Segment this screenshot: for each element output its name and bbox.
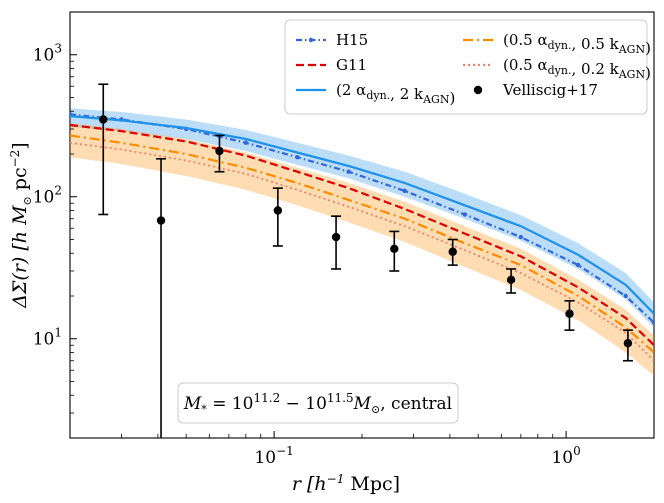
h15-marker-7 xyxy=(462,212,468,217)
legend-label-2: (2 αdyn., 2 kAGN) xyxy=(336,81,455,107)
legend-label-points: Velliscig+17 xyxy=(502,81,598,99)
legend-label-4: (0.5 αdyn., 0.2 kAGN) xyxy=(503,56,651,82)
band-2 xyxy=(70,108,654,328)
bands-layer xyxy=(70,108,654,376)
series-line-4 xyxy=(70,141,654,362)
points-layer xyxy=(98,83,633,438)
y-tick-label-1: 102 xyxy=(33,184,62,208)
data-point-5 xyxy=(390,244,399,253)
ticks-layer xyxy=(69,11,655,439)
y-tick-label-0: 101 xyxy=(33,326,62,350)
data-point-4 xyxy=(331,232,341,242)
data-point-0 xyxy=(99,115,108,124)
y-tick-label-2: 103 xyxy=(33,42,62,66)
y-axis-title: ΔΣ(r) [h M⊙ pc−2] xyxy=(8,142,34,308)
data-point-2 xyxy=(215,146,224,156)
band-3 xyxy=(70,123,654,376)
h15-marker-3 xyxy=(243,140,249,145)
legend-label-0: H15 xyxy=(336,31,368,49)
lines-layer xyxy=(70,112,654,362)
plot-area xyxy=(69,11,655,439)
h15-marker-5 xyxy=(346,169,351,174)
legend-swatch-points xyxy=(473,85,483,95)
x-tick-label-1: 100 xyxy=(551,444,580,468)
annotation-text: M* = 1011.2 − 1011.5M⊙, central xyxy=(183,391,452,416)
series-line-2 xyxy=(70,115,654,315)
h15-marker-9 xyxy=(575,262,581,268)
data-point-9 xyxy=(623,339,633,348)
h15-marker-4 xyxy=(295,154,300,160)
legend-items: H15 G11 (2 αdyn., 2 kAGN) (0.5 αdyn., 0.5 k… xyxy=(296,31,651,107)
annotation-frame xyxy=(177,382,459,424)
data-point-3 xyxy=(273,206,283,215)
legend: H15 G11 (2 αdyn., 2 kAGN) (0.5 αdyn., 0.5 k… xyxy=(284,19,651,115)
x-axis-title: r [h−1 Mpc] xyxy=(292,472,400,495)
data-point-7 xyxy=(506,275,516,285)
series-line-0 xyxy=(70,113,654,324)
data-point-6 xyxy=(448,247,457,256)
series-line-1 xyxy=(70,123,654,346)
series-line-3 xyxy=(70,134,654,354)
legend-swatch-marker-0 xyxy=(308,37,314,43)
legend-label-3: (0.5 αdyn., 0.5 kAGN) xyxy=(503,31,651,57)
h15-marker-8 xyxy=(518,234,524,240)
legend-label-1: G11 xyxy=(336,56,367,74)
x-tick-label-0: 10−1 xyxy=(254,444,293,468)
h15-marker-6 xyxy=(402,188,407,194)
legend-frame xyxy=(284,19,648,115)
tick-labels: 10−1 100 101 102 103 xyxy=(33,42,581,468)
annotation-box: M* = 1011.2 − 1011.5M⊙, central xyxy=(177,382,459,424)
data-point-8 xyxy=(565,309,574,318)
data-point-1 xyxy=(156,216,166,225)
h15-marker-10 xyxy=(623,293,628,299)
h15-marker-11 xyxy=(651,320,654,325)
